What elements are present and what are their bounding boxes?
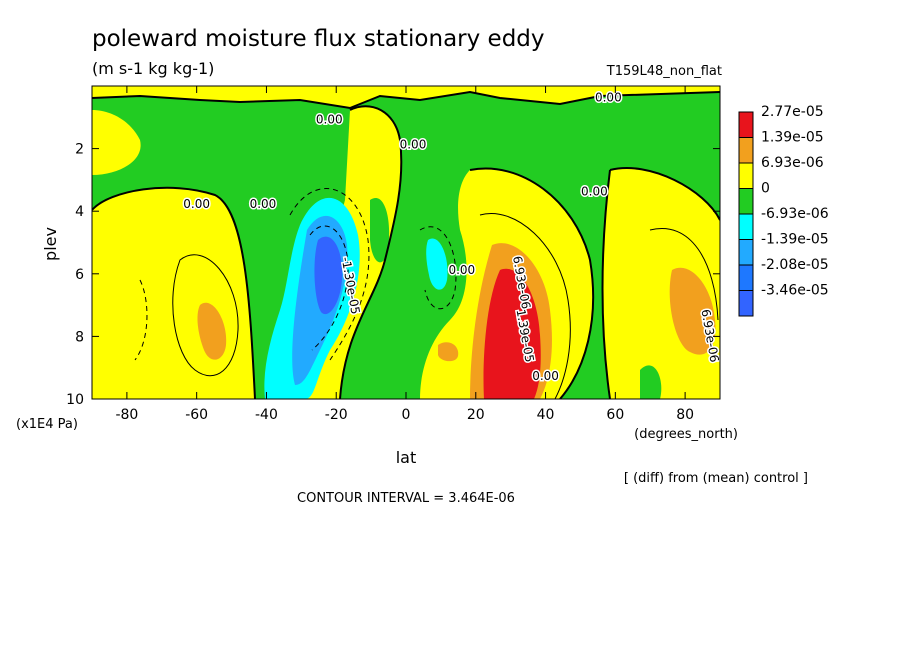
y-tick-label: 8: [75, 329, 84, 345]
contour-label-halo: 0.00: [532, 369, 559, 383]
legend-label: 2.77e-05: [761, 104, 824, 120]
contour-label: 0.00: [581, 185, 608, 199]
legend-label: 6.93e-06: [761, 155, 824, 171]
contour-label-halo: 0.00: [250, 197, 277, 211]
x-tick-label: -20: [325, 407, 348, 423]
orange-region-small: [438, 342, 459, 362]
legend-label: -6.93e-06: [761, 206, 829, 222]
x-tick-label: -80: [115, 407, 138, 423]
contour-label-halo: 0.00: [400, 138, 427, 152]
legend-label: 1.39e-05: [761, 130, 824, 146]
units-label: (m s-1 kg kg-1): [92, 59, 214, 78]
contour-label-halo: 0.00: [595, 91, 622, 105]
x-tick-label: -40: [255, 407, 278, 423]
contour-label: 0.00: [532, 369, 559, 383]
legend-swatch: [738, 188, 754, 215]
y-axis: 2 4 6 8 10: [66, 142, 720, 408]
deep-blue-region: [314, 236, 343, 315]
y-tick-label: 2: [75, 142, 84, 158]
x-tick-label: 20: [467, 407, 485, 423]
cyan-region-north: [426, 238, 448, 290]
contour-label: 0.00: [316, 113, 343, 127]
x-axis: -80 -60 -40 -20 0 20 40 60 80: [115, 86, 694, 423]
y-tick-label: 4: [75, 204, 84, 220]
orange-region-south: [197, 302, 227, 360]
legend-swatch: [738, 213, 754, 240]
run-label: T159L48_non_flat: [606, 64, 722, 79]
contour-label-halo: 0.00: [581, 185, 608, 199]
x-tick-label: 40: [537, 407, 555, 423]
plot-field: [92, 86, 720, 399]
legend-label: -1.39e-05: [761, 232, 829, 248]
note-label: [ (diff) from (mean) control ]: [624, 471, 808, 486]
contour-label: 0.00: [595, 91, 622, 105]
yellow-region-south: [92, 187, 255, 399]
red-region: [483, 268, 541, 399]
x-tick-label: 80: [676, 407, 694, 423]
y-tick-label: 6: [75, 267, 84, 283]
legend-swatch: [738, 111, 754, 138]
x-tick-label: 0: [402, 407, 411, 423]
y-axis-units: (x1E4 Pa): [16, 417, 78, 432]
legend-label: -2.08e-05: [761, 257, 829, 273]
negative-contours: [134, 188, 457, 361]
contour-label-halo: 0.00: [183, 197, 210, 211]
x-tick-label: -60: [185, 407, 208, 423]
y-axis-label: plev: [41, 227, 60, 261]
contour-label: 0.00: [400, 138, 427, 152]
legend-swatch: [738, 162, 754, 189]
legend: 2.77e-05 1.39e-05 6.93e-06 0 -6.93e-06 -1.39e…: [738, 104, 829, 317]
orange-region-arctic: [669, 267, 716, 355]
green-pocket-equator: [370, 198, 390, 263]
legend-label: 0: [761, 181, 770, 197]
contour-label: 0.00: [448, 263, 475, 277]
yellow-region-polar: [92, 110, 141, 175]
legend-swatch: [738, 264, 754, 291]
legend-swatch: [738, 290, 754, 317]
x-axis-label: lat: [396, 448, 417, 467]
green-pocket-north: [640, 365, 662, 399]
zero-contours: [92, 90, 720, 399]
chart-title: poleward moisture flux stationary eddy: [92, 26, 545, 52]
legend-swatch: [738, 239, 754, 266]
contour-label-halo: 0.00: [448, 263, 475, 277]
contour-label: 0.00: [250, 197, 277, 211]
legend-label: -3.46e-05: [761, 283, 829, 299]
contour-interval-label: CONTOUR INTERVAL = 3.464E-06: [297, 491, 515, 506]
x-tick-label: 60: [606, 407, 624, 423]
contour-label-halo: 0.00: [316, 113, 343, 127]
thin-contours: [172, 213, 719, 399]
x-axis-units: (degrees_north): [634, 427, 738, 442]
y-tick-label: 10: [66, 392, 84, 408]
legend-swatch: [738, 137, 754, 164]
contour-label: 0.00: [183, 197, 210, 211]
